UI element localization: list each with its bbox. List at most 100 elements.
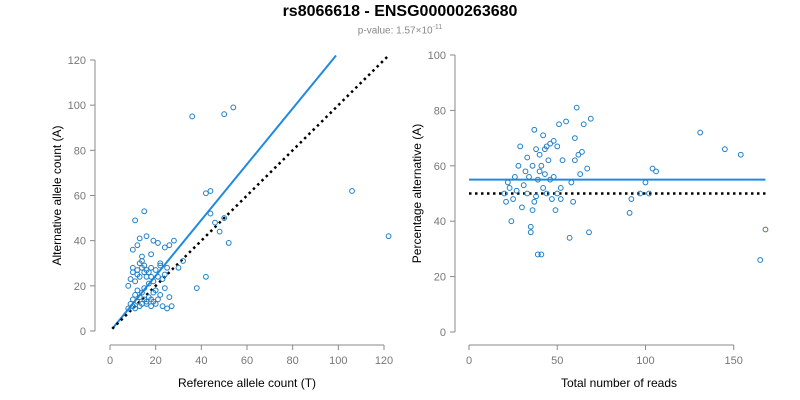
plot2-data-point — [587, 115, 594, 122]
plot2-y-tick-label: 80 — [434, 105, 446, 117]
plot1-data-point — [161, 244, 168, 251]
plot1-y-tick-label: 100 — [68, 100, 86, 112]
plot1-data-point — [148, 303, 155, 310]
plot1-data-point — [152, 267, 159, 273]
plot2-data-point — [571, 157, 578, 164]
plot1-data-point — [225, 240, 232, 246]
plot2-data-point — [550, 173, 557, 180]
plot2-data-point — [575, 151, 582, 158]
plot2-data-point — [531, 126, 538, 133]
plot2-data-point — [737, 151, 744, 158]
plot1-data-point — [136, 235, 143, 242]
p-value-text: p-value: 1.57×10 — [357, 25, 433, 37]
plot1-data-point — [189, 113, 196, 120]
chart-title: rs8066618 - ENSG00000263680 — [282, 3, 518, 20]
plot2-x-tick-label: 150 — [725, 355, 743, 367]
plot1-data-point — [155, 240, 161, 246]
plot1-x-tick-label: 80 — [287, 355, 299, 367]
plot1-data-point — [132, 278, 139, 285]
plot2-data-point — [554, 143, 561, 150]
plot1-data-point — [171, 237, 177, 244]
plot1-data-point — [157, 262, 164, 269]
plot1-data-point — [152, 287, 159, 294]
plot2-data-point — [577, 171, 584, 178]
plot1-data-point — [168, 303, 175, 310]
plot1-data-point — [125, 305, 132, 312]
plot1-data-point — [157, 291, 164, 298]
plot1-y-tick-label: 40 — [74, 236, 86, 248]
plot2-data-point — [508, 218, 515, 225]
plot1-data-point — [134, 242, 141, 249]
plot1-x-tick-label: 40 — [195, 355, 207, 367]
plot1-data-point — [143, 233, 150, 240]
plot2-data-point — [573, 104, 580, 111]
plot2-y-tick-label: 40 — [434, 216, 446, 228]
plot2-x-tick-label: 0 — [466, 355, 472, 367]
plot2-data-point — [540, 132, 547, 139]
plot2-data-point — [524, 190, 531, 197]
plot2-data-point — [510, 196, 517, 202]
plot1-data-point — [155, 273, 161, 280]
plot2-data-point — [637, 190, 644, 197]
plot1-data-point — [166, 242, 173, 249]
plot1-data-point — [129, 246, 136, 253]
plot1-data-point — [132, 291, 139, 298]
plot2-data-point — [545, 157, 552, 164]
plot2-data-point — [579, 149, 585, 155]
plot1-data-point — [136, 273, 143, 280]
plot2-data-point — [762, 226, 769, 233]
plot2-data-point — [580, 121, 587, 128]
plot1-data-point — [132, 305, 139, 312]
plot1-data-point — [203, 190, 209, 197]
plot1-data-point — [221, 111, 228, 118]
plot2-data-point — [557, 185, 564, 191]
plot2-y-tick-label: 20 — [434, 272, 446, 284]
plot2-x-tick-label: 100 — [636, 355, 654, 367]
plot2-data-point — [628, 196, 635, 202]
plot2-data-point — [538, 162, 545, 169]
plot2-data-point — [522, 168, 529, 175]
plot2-x-tick-label: 50 — [551, 355, 563, 367]
plot2-data-point — [534, 251, 541, 258]
plot2-data-point — [547, 176, 554, 183]
plot1-data-point — [127, 276, 134, 282]
plot2-data-point — [653, 168, 659, 175]
plot2-data-point — [527, 223, 534, 230]
plot2-data-point — [642, 179, 649, 186]
plot1-data-point — [166, 294, 173, 301]
plot1-data-point — [180, 258, 186, 264]
plot1-data-point — [134, 287, 141, 294]
plot1-data-point — [193, 285, 200, 291]
plot2-data-point — [533, 193, 539, 200]
plot1-data-point — [132, 217, 139, 224]
plot2-data-point — [697, 129, 704, 136]
plot1-data-point — [150, 278, 157, 285]
plot2-y-axis-label: Percentage alternative (A) — [410, 124, 424, 263]
p-value-exponent: -11 — [432, 24, 443, 31]
plot1-data-point — [148, 264, 155, 271]
plot1-data-point — [159, 303, 166, 310]
plot2-data-point — [506, 185, 513, 191]
plot2-data-point — [531, 198, 538, 205]
plot2-data-point — [513, 187, 520, 194]
plot1-y-tick-label: 120 — [68, 55, 86, 67]
plot1-data-point — [207, 188, 214, 194]
plot1-y-tick-label: 60 — [74, 191, 86, 203]
plot2-data-point — [563, 118, 569, 125]
plot1-y-axis-label: Alternative allele count (A) — [50, 125, 64, 265]
plot1-data-point — [139, 253, 145, 260]
plot2-data-point — [568, 179, 575, 186]
plot2-data-point — [557, 196, 564, 202]
plot2-y-tick-label: 0 — [440, 327, 446, 339]
plot2-x-axis-label: Total number of reads — [561, 376, 677, 390]
plot1-data-point — [155, 296, 161, 303]
plot1-data-point — [150, 237, 157, 244]
plot1-data-point — [161, 285, 168, 291]
plot2-data-point — [646, 190, 652, 197]
plot1-y-tick-label: 80 — [74, 145, 86, 157]
plot1-x-tick-label: 60 — [241, 355, 253, 367]
plot1-data-point — [230, 104, 237, 111]
plot2-data-point — [536, 151, 543, 158]
plot2-data-point — [757, 257, 764, 263]
